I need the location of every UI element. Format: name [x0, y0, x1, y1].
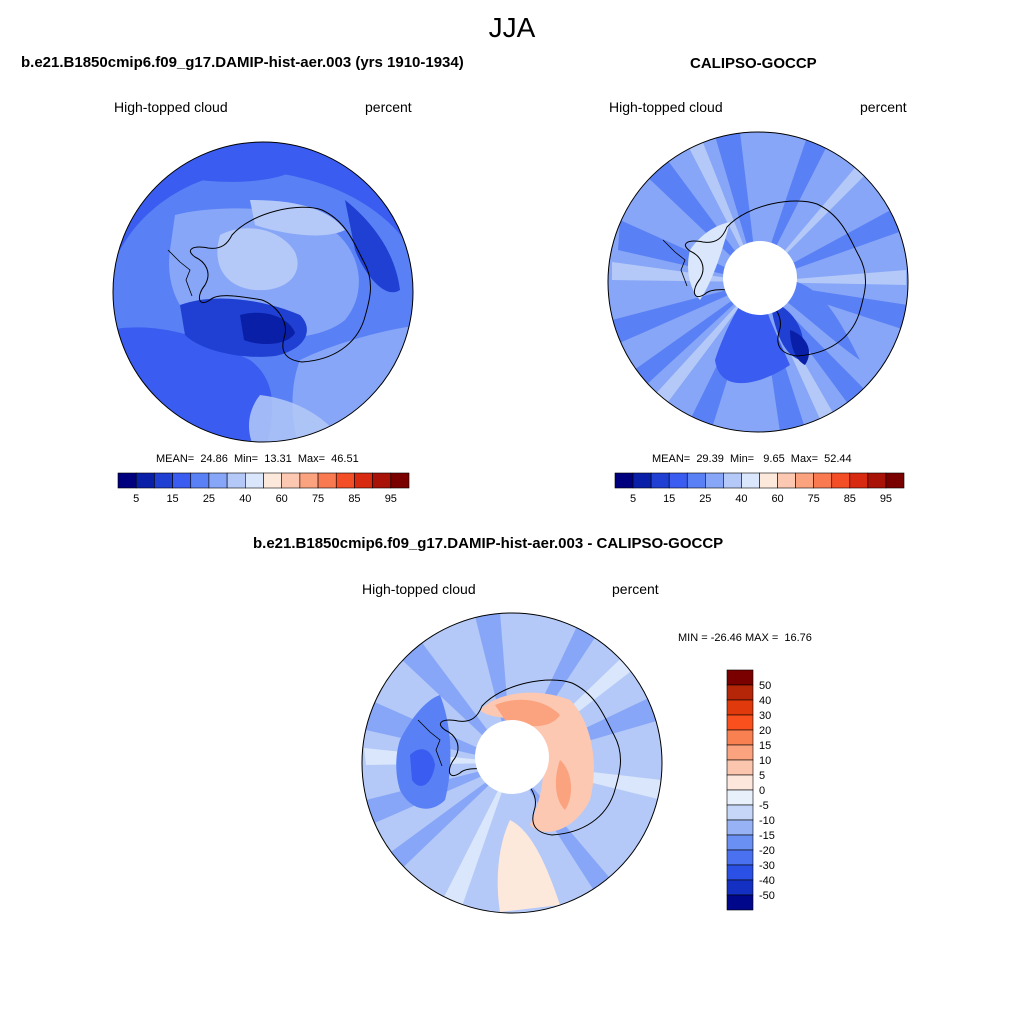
colorbar-swatch [726, 669, 754, 686]
colorbar-tick-label: 60 [276, 493, 288, 505]
colorbar-swatch [172, 472, 192, 489]
colorbar-swatch [795, 472, 814, 489]
colorbar-swatch [726, 894, 754, 911]
colorbar-swatch [726, 729, 754, 746]
panel-obs-stats: MEAN= 29.39 Min= 9.65 Max= 52.44 [652, 453, 852, 465]
colorbar-tick-label: 15 [166, 493, 178, 505]
colorbar-tick-label: 60 [771, 493, 783, 505]
colorbar-tick-label: 40 [735, 493, 747, 505]
panel-obs-variable-label: High-topped cloud [609, 99, 723, 115]
colorbar-tick-label: 0 [759, 785, 765, 797]
colorbar-swatch [281, 472, 301, 489]
colorbar-tick-label: 15 [759, 740, 771, 752]
colorbar-swatch [723, 472, 742, 489]
panel-obs-units-label: percent [860, 99, 907, 115]
colorbar-tick-label: 75 [312, 493, 324, 505]
panel-diff-variable-label: High-topped cloud [362, 581, 476, 597]
panel-model-title: b.e21.B1850cmip6.f09_g17.DAMIP-hist-aer.… [21, 54, 464, 71]
colorbar-swatch [299, 472, 319, 489]
colorbar-swatch [777, 472, 796, 489]
panel-model-map [112, 141, 414, 443]
colorbar-swatch [726, 834, 754, 851]
panel-obs-title: CALIPSO-GOCCP [690, 55, 817, 72]
colorbar-swatch [741, 472, 760, 489]
colorbar-tick-label: 20 [759, 725, 771, 737]
colorbar-swatch [867, 472, 887, 489]
colorbar-tick-label: 15 [663, 493, 675, 505]
colorbar-swatch [726, 789, 754, 806]
colorbar-tick-label: -50 [759, 890, 775, 902]
colorbar-swatch [705, 472, 724, 489]
colorbar-swatch [190, 472, 210, 489]
colorbar-swatch [135, 472, 155, 489]
colorbar-swatch [208, 472, 228, 489]
colorbar-swatch [390, 472, 410, 489]
panel-diff-stats: MIN = -26.46 MAX = 16.76 [678, 632, 812, 644]
colorbar-tick-label: -15 [759, 830, 775, 842]
colorbar-swatch [614, 472, 634, 489]
colorbar-tick-label: 75 [808, 493, 820, 505]
panel-diff-map [361, 612, 663, 914]
colorbar-swatch [759, 472, 778, 489]
panel-diff-title: b.e21.B1850cmip6.f09_g17.DAMIP-hist-aer.… [253, 535, 724, 552]
colorbar-swatch [726, 879, 754, 896]
colorbar-swatch [726, 759, 754, 776]
colorbar-swatch [317, 472, 337, 489]
colorbar-tick-label: 5 [630, 493, 636, 505]
colorbar-swatch [650, 472, 670, 489]
colorbar-swatch [726, 774, 754, 791]
colorbar-swatch [813, 472, 833, 489]
colorbar-swatch [226, 472, 246, 489]
colorbar-swatch [263, 472, 282, 489]
colorbar-tick-label: -10 [759, 815, 775, 827]
colorbar-swatch [245, 472, 264, 489]
colorbar-tick-label: 40 [759, 695, 771, 707]
colorbar-tick-label: 85 [348, 493, 360, 505]
panel-model-colorbar: 5 15 25 40 60 75 85 95 [117, 472, 410, 505]
colorbar-tick-label: -30 [759, 860, 775, 872]
colorbar-tick-label: 10 [759, 755, 771, 767]
colorbar-swatch [335, 472, 355, 489]
colorbar-swatch [117, 472, 137, 489]
panel-obs-map [607, 131, 909, 433]
colorbar-swatch [726, 744, 754, 761]
panel-obs-colorbar: 5 15 25 40 60 75 85 95 [614, 472, 905, 505]
colorbar-swatch [154, 472, 173, 489]
colorbar-tick-label: -20 [759, 845, 775, 857]
colorbar-swatch [726, 804, 754, 821]
colorbar-swatch [354, 472, 373, 489]
colorbar-swatch [726, 864, 754, 881]
figure-season-title: JJA [488, 12, 536, 43]
panel-model-variable-label: High-topped cloud [114, 99, 228, 115]
colorbar-tick-label: 85 [844, 493, 856, 505]
colorbar-swatch [885, 472, 905, 489]
colorbar-swatch [726, 819, 754, 836]
colorbar-tick-label: 5 [759, 770, 765, 782]
colorbar-tick-label: 25 [699, 493, 711, 505]
colorbar-swatch [668, 472, 688, 489]
colorbar-tick-label: 5 [133, 493, 139, 505]
colorbar-tick-label: 40 [239, 493, 251, 505]
colorbar-swatch [726, 699, 754, 716]
colorbar-swatch [726, 849, 754, 866]
panel-diff-units-label: percent [612, 581, 659, 597]
colorbar-swatch [372, 472, 392, 489]
colorbar-swatch [849, 472, 869, 489]
colorbar-tick-label: 50 [759, 680, 771, 692]
colorbar-tick-label: 95 [385, 493, 397, 505]
colorbar-swatch [686, 472, 706, 489]
colorbar-swatch [831, 472, 851, 489]
colorbar-tick-label: 95 [880, 493, 892, 505]
colorbar-tick-label: 25 [203, 493, 215, 505]
panel-model-stats: MEAN= 24.86 Min= 13.31 Max= 46.51 [156, 453, 359, 465]
colorbar-swatch [726, 684, 754, 701]
colorbar-tick-label: 30 [759, 710, 771, 722]
colorbar-tick-label: -40 [759, 875, 775, 887]
colorbar-swatch [632, 472, 652, 489]
panel-model-units-label: percent [365, 99, 412, 115]
colorbar-tick-label: -5 [759, 800, 769, 812]
colorbar-swatch [726, 714, 754, 731]
